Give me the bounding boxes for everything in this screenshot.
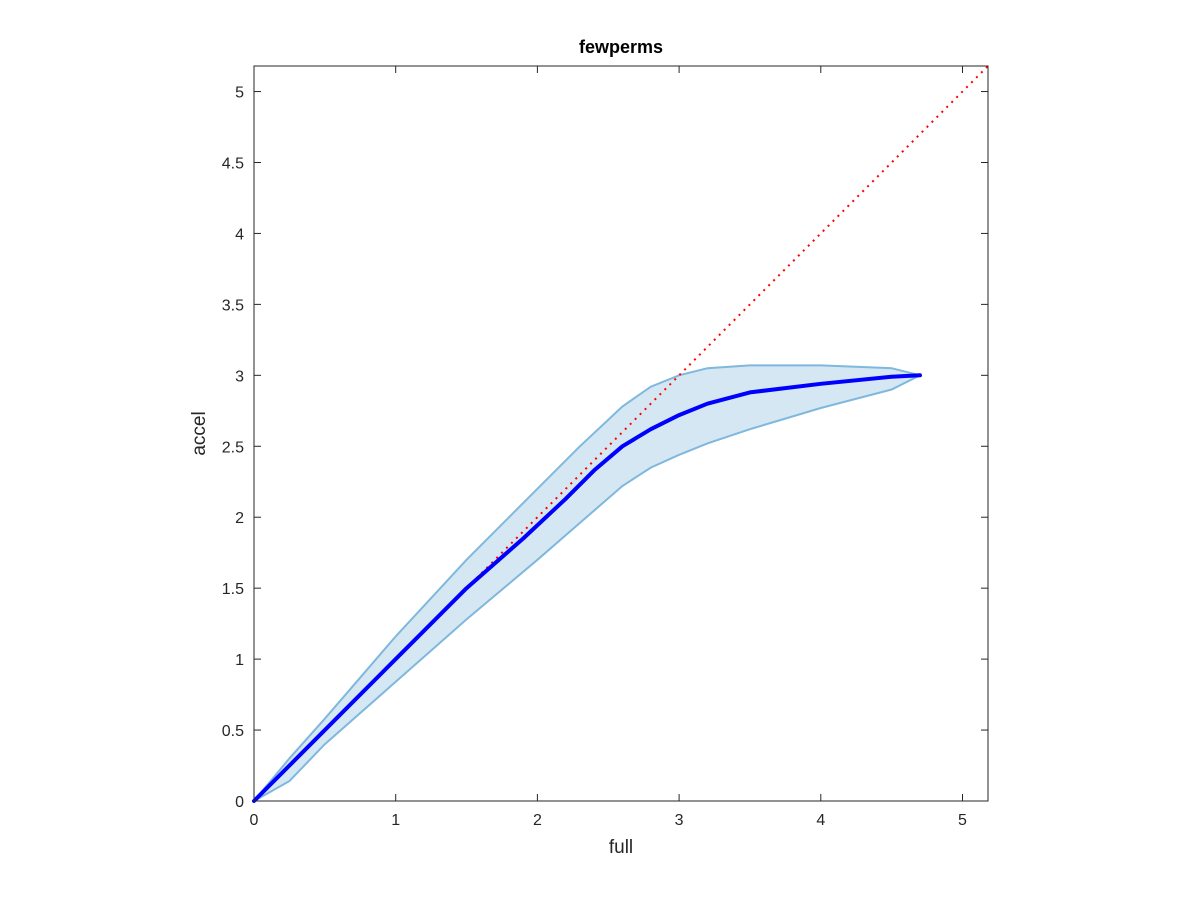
series-lines [252,65,989,803]
y-tick-label: 2 [235,510,244,527]
y-axis-label: accel [189,411,210,455]
band-upper-edge [253,364,921,802]
y-tick-label: 0.5 [222,723,244,740]
y-tick-label: 1.5 [222,581,244,598]
y-tick-label: 3 [235,368,244,385]
y-tick-label: 0 [235,794,244,811]
y-tick-label: 4 [235,226,244,243]
x-tick-label: 2 [533,812,542,829]
plot-area-frame [253,65,989,802]
y-tick-label: 5 [235,85,244,102]
x-tick-label: 4 [816,812,825,829]
x-tick-label: 3 [675,812,684,829]
y-tick-label: 2.5 [222,439,244,456]
band-lower-edge [253,374,921,802]
y-tick-label: 3.5 [222,297,244,314]
y-tick-label: 1 [235,652,244,669]
x-tick-label: 5 [958,812,967,829]
mean-line [252,373,922,803]
reference-diagonal-line [253,65,989,802]
x-axis-label: full [609,837,633,858]
y-axis-ticks: 0 0.5 1 1.5 2 2.5 3 3.5 4 4.5 5 [222,85,988,811]
x-tick-label: 0 [250,812,259,829]
y-tick-label: 4.5 [222,155,244,172]
chart-title: fewperms [579,37,663,57]
confidence-band [253,364,921,802]
x-tick-label: 1 [391,812,400,829]
x-axis-ticks: 0 1 2 3 4 5 [250,66,967,829]
band-fill [254,365,920,801]
